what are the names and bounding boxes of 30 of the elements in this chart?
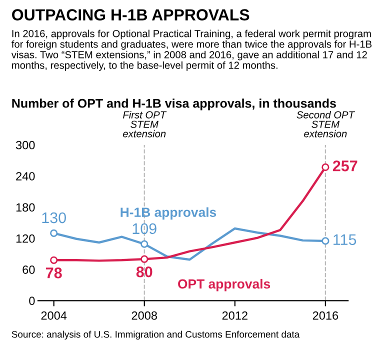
point	[322, 237, 330, 245]
y-tick-label: 240	[16, 172, 35, 180]
series-label: OPT approvals	[178, 278, 270, 292]
point	[140, 240, 148, 248]
point	[140, 255, 148, 263]
data-label: 130	[42, 212, 66, 224]
y-tick-label: 180	[16, 203, 35, 212]
x-tick-label: 2012	[222, 311, 248, 320]
chart-title: OUTPACING H-1B APPROVALS	[12, 9, 250, 20]
y-tick-label: 60	[22, 266, 35, 274]
data-label: 257	[332, 160, 358, 172]
data-label: 80	[136, 266, 152, 278]
ref-line-label: Second OPT STEM extension	[296, 110, 356, 138]
data-label: 109	[132, 223, 156, 234]
x-tick-label: 2004	[41, 311, 67, 320]
y-tick-label: 300	[16, 140, 35, 150]
x-tick-label: 2016	[312, 311, 338, 320]
y-tick-label: 0	[29, 296, 35, 306]
point	[50, 229, 58, 237]
point	[50, 256, 58, 264]
x-tick-label: 2008	[132, 311, 157, 320]
data-label: 78	[46, 268, 62, 278]
data-label: 115	[334, 234, 356, 246]
point	[322, 163, 330, 172]
y-tick-label: 120	[16, 234, 35, 243]
ref-line-label: First OPT STEM extension	[123, 110, 167, 138]
chart-subtitle: In 2016, approvals for Optional Practical Training, a federal work permit program for foreign students and graduates, were more than twice the approvals for H-1B visas. Two “STEM extensions,” in 2008 and 2016, gave an additional 17 and 12 months, respectively, to the base-level permit of 12 months.	[11, 30, 372, 71]
y-axis-title: Number of OPT and H-1B visa approvals, in thousands	[12, 98, 336, 110]
series-label: H-1B approvals	[120, 207, 216, 220]
source-note: Source: analysis of U.S. Immigration and Customs Enforcement data	[12, 330, 300, 340]
